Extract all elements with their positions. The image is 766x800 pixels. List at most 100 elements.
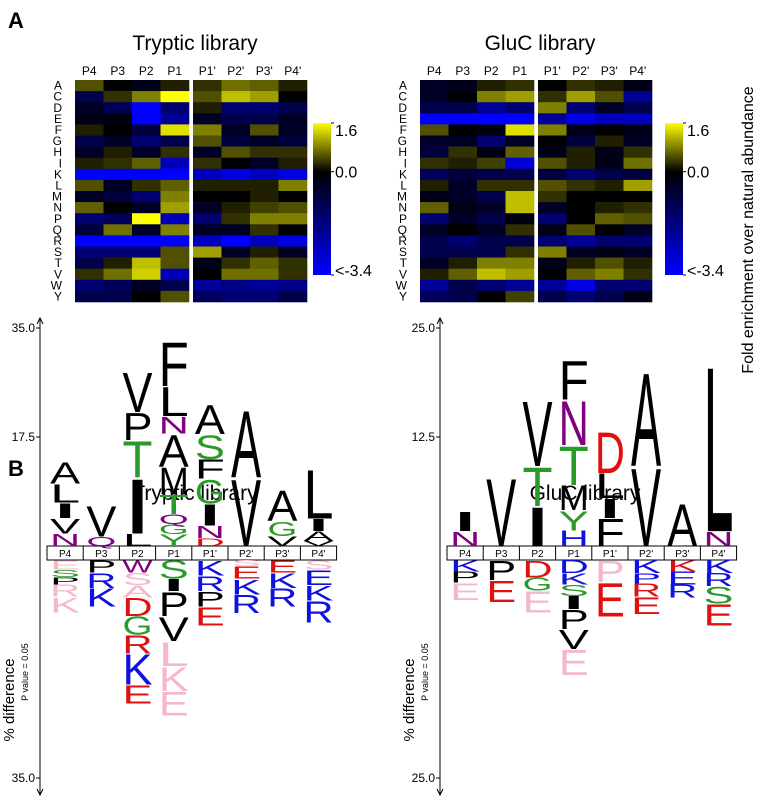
heatmap-cell (221, 213, 251, 225)
heatmap-cell (160, 279, 190, 292)
row-label: T (55, 256, 63, 270)
chart-title: GluC library (530, 482, 641, 505)
heatmap-cell (75, 290, 104, 303)
colorbar-tick-label: 0.0 (687, 165, 709, 182)
logo-letter: D (595, 420, 625, 485)
heatmap-cell (448, 124, 478, 136)
y-tick-label: 25.0 (412, 771, 436, 785)
logo-letter: P (631, 571, 661, 587)
heatmap-cell (538, 135, 567, 147)
logo-letter: K (267, 569, 298, 593)
heatmap-cell (193, 290, 222, 303)
heatmap-cell (477, 135, 506, 147)
logo-letter: N (450, 527, 480, 550)
logo-letter: K (704, 557, 734, 577)
logo-letter: A (267, 482, 297, 531)
column-label: P1' (199, 64, 216, 78)
heatmap-cell (566, 135, 596, 147)
heatmap-cell (538, 124, 567, 136)
heatmap-cell (103, 102, 133, 114)
heatmap-cell (193, 135, 222, 147)
heatmap-cell (505, 235, 535, 247)
logo-letter: D (123, 593, 153, 622)
heatmap-cell (566, 157, 596, 170)
heatmap-cell (221, 268, 251, 281)
logo-letter: K (231, 575, 262, 599)
column-label: P4 (82, 64, 97, 78)
heatmap-cell (448, 168, 478, 181)
heatmap-cell (505, 80, 535, 92)
heatmap-cell (566, 168, 596, 181)
heatmap-cell (193, 124, 222, 136)
heatmap-cell (505, 146, 535, 158)
logo-letter: P (50, 575, 80, 586)
heatmap-cell (623, 213, 653, 225)
heatmap-cell (566, 268, 596, 281)
logo-letter: I (559, 592, 589, 612)
category-label: P1 (168, 549, 181, 560)
logo-letter: K (123, 645, 153, 694)
heatmap-cell (221, 80, 251, 92)
heatmap-cell (595, 91, 624, 103)
heatmap-cell (623, 235, 653, 247)
heatmap-cell (420, 179, 449, 192)
column-label: P4' (284, 64, 301, 78)
logo-letter: L (595, 466, 625, 505)
category-label: P4 (459, 549, 472, 560)
heatmap-cell (160, 202, 190, 214)
heatmap-cell (566, 235, 596, 247)
heatmap-cell (75, 191, 104, 203)
heatmap-cell (75, 246, 104, 258)
logo-letter: S (123, 569, 153, 589)
category-label: P2 (531, 549, 544, 560)
column-label: P2' (227, 64, 244, 78)
heatmap-cell (103, 213, 133, 225)
logo-letter: K (631, 557, 661, 577)
row-label: K (54, 167, 62, 181)
logo-letter: M (559, 479, 589, 518)
colorbar-tick-label: 1.6 (687, 123, 709, 140)
heatmap-cell (250, 224, 279, 236)
heatmap-cell (250, 235, 279, 247)
column-label: P1 (167, 64, 182, 78)
heatmap-cell (132, 224, 161, 236)
heatmap-cell (477, 91, 506, 103)
heatmap-cell (75, 102, 104, 114)
logo-letter: A (195, 396, 226, 443)
heatmap-cell (193, 102, 222, 114)
heatmap-cell (75, 257, 104, 269)
row-label: C (53, 90, 62, 104)
heatmap-cell (538, 268, 567, 281)
heatmap-cell (278, 202, 308, 214)
heatmap-cell (566, 191, 596, 203)
heatmap-cell (623, 124, 653, 136)
heatmap-cell (505, 135, 535, 147)
category-label: P3' (275, 549, 289, 560)
heatmap-cell (538, 202, 567, 214)
heatmap-cell (250, 80, 279, 92)
heatmap-cell (132, 213, 161, 225)
heatmap-cell (278, 113, 308, 125)
column-label: P4 (427, 64, 442, 78)
heatmap-cell (420, 80, 449, 92)
heatmap-cell (538, 224, 567, 236)
heatmap-cell (132, 102, 161, 114)
logo-letter: V (631, 445, 661, 570)
heatmap-cell (448, 113, 478, 125)
heatmap-cell (250, 146, 279, 158)
heatmap-cell (221, 135, 251, 147)
logo-letter: R (86, 569, 116, 593)
heatmap-cell (420, 257, 449, 269)
logo-letter: V (231, 461, 261, 567)
logo-letter: I (595, 494, 625, 525)
heatmap-cell (132, 91, 161, 103)
category-label: P3' (675, 549, 689, 560)
logo-letter: L (159, 634, 189, 673)
heatmap-cell (250, 246, 279, 258)
logo-letter: E (523, 585, 553, 619)
heatmap-cell (250, 213, 279, 225)
heatmap-cell (278, 168, 308, 181)
heatmap-cell (623, 268, 653, 281)
heatmap-cell (103, 80, 133, 92)
logo-letter: R (267, 584, 297, 613)
